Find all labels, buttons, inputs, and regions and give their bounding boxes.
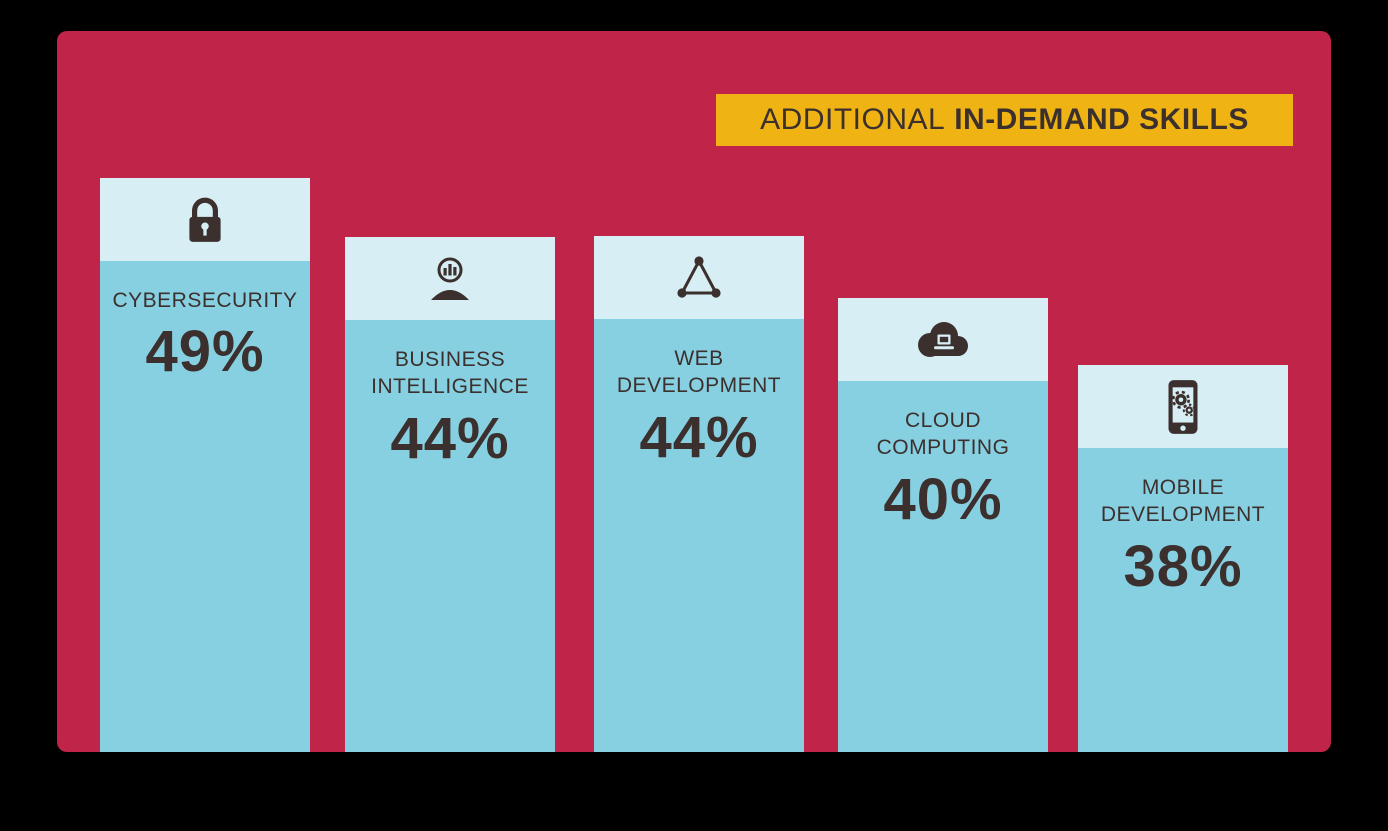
bar-cybersecurity: CYBERSECURITY 49% (100, 178, 310, 752)
bar-web-development: WEB DEVELOPMENT 44% (594, 236, 804, 752)
bar-cloud-computing: CLOUD COMPUTING 40% (838, 298, 1048, 752)
bar-label: MOBILE DEVELOPMENT (1100, 476, 1266, 527)
bar-label: CLOUD COMPUTING (876, 409, 1010, 460)
bar-value: 44% (390, 405, 510, 471)
bar-mobile-development: MOBILE DEVELOPMENT 38% (1078, 365, 1288, 752)
title-bold: IN-DEMAND SKILLS (954, 103, 1249, 136)
bar-icon-cap (594, 236, 804, 319)
bar-icon-cap (345, 237, 555, 320)
bar-icon-cap (838, 298, 1048, 381)
triangle-network-icon (671, 253, 727, 303)
bar-value: 38% (1123, 533, 1243, 599)
bar-label: BUSINESS INTELLIGENCE (371, 348, 529, 399)
mobile-gears-icon (1162, 378, 1204, 436)
cloud-laptop-icon (912, 317, 974, 363)
title-banner: ADDITIONAL IN-DEMAND SKILLS (716, 94, 1293, 146)
title-regular: ADDITIONAL (760, 103, 946, 136)
bar-icon-cap (1078, 365, 1288, 448)
person-chart-icon (423, 254, 477, 304)
bar-icon-cap (100, 178, 310, 261)
bar-label: WEB DEVELOPMENT (616, 347, 782, 398)
bar-value: 49% (145, 319, 265, 385)
bar-value: 40% (883, 466, 1003, 532)
bar-value: 44% (639, 404, 759, 470)
infographic-panel: ADDITIONAL IN-DEMAND SKILLS CYBERSECURIT… (57, 31, 1331, 752)
lock-icon (180, 194, 230, 246)
bar-business-intelligence: BUSINESS INTELLIGENCE 44% (345, 237, 555, 752)
bar-label: CYBERSECURITY (112, 289, 298, 312)
